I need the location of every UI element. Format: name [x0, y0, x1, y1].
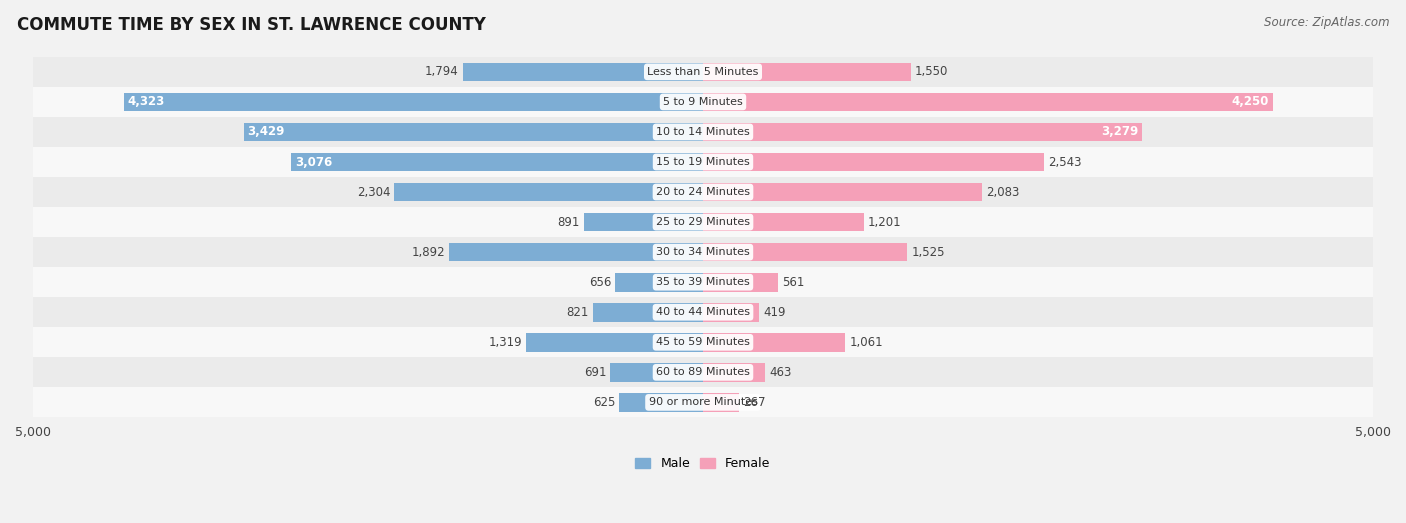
Bar	[703, 213, 863, 231]
Bar	[583, 213, 703, 231]
Text: 90 or more Minutes: 90 or more Minutes	[648, 397, 758, 407]
Bar	[703, 183, 983, 201]
Bar	[32, 207, 1374, 237]
Text: 10 to 14 Minutes: 10 to 14 Minutes	[657, 127, 749, 137]
Bar	[619, 393, 703, 412]
Bar	[124, 93, 703, 111]
Bar	[614, 273, 703, 291]
Text: 30 to 34 Minutes: 30 to 34 Minutes	[657, 247, 749, 257]
Bar	[703, 123, 1143, 141]
Text: 5 to 9 Minutes: 5 to 9 Minutes	[664, 97, 742, 107]
Text: 561: 561	[782, 276, 804, 289]
Bar	[703, 393, 738, 412]
Bar	[463, 63, 703, 81]
Text: 267: 267	[742, 396, 765, 409]
Text: 625: 625	[593, 396, 616, 409]
Text: 1,525: 1,525	[911, 246, 945, 259]
Text: Less than 5 Minutes: Less than 5 Minutes	[647, 67, 759, 77]
Text: 4,250: 4,250	[1232, 95, 1268, 108]
Bar	[593, 303, 703, 322]
Text: 25 to 29 Minutes: 25 to 29 Minutes	[657, 217, 749, 227]
Text: 1,794: 1,794	[425, 65, 458, 78]
Text: 40 to 44 Minutes: 40 to 44 Minutes	[657, 307, 749, 317]
Text: 20 to 24 Minutes: 20 to 24 Minutes	[657, 187, 749, 197]
Text: 656: 656	[589, 276, 612, 289]
Bar	[32, 177, 1374, 207]
Text: 3,429: 3,429	[247, 126, 285, 139]
Bar	[32, 57, 1374, 87]
Bar	[32, 388, 1374, 417]
Text: 2,083: 2,083	[986, 186, 1019, 199]
Text: 15 to 19 Minutes: 15 to 19 Minutes	[657, 157, 749, 167]
Text: 419: 419	[763, 306, 786, 319]
Bar	[32, 87, 1374, 117]
Bar	[32, 267, 1374, 297]
Bar	[526, 333, 703, 351]
Text: 821: 821	[567, 306, 589, 319]
Bar	[32, 147, 1374, 177]
Bar	[32, 327, 1374, 357]
Text: 891: 891	[557, 215, 579, 229]
Legend: Male, Female: Male, Female	[630, 452, 776, 475]
Bar	[394, 183, 703, 201]
Bar	[450, 243, 703, 262]
Bar	[703, 333, 845, 351]
Text: 3,279: 3,279	[1101, 126, 1139, 139]
Bar	[703, 63, 911, 81]
Bar	[703, 363, 765, 382]
Text: 3,076: 3,076	[295, 155, 332, 168]
Text: 1,061: 1,061	[849, 336, 883, 349]
Text: 2,304: 2,304	[357, 186, 391, 199]
Bar	[703, 153, 1043, 172]
Bar	[291, 153, 703, 172]
Text: 691: 691	[583, 366, 606, 379]
Text: 1,201: 1,201	[868, 215, 901, 229]
Text: 1,550: 1,550	[915, 65, 948, 78]
Text: 463: 463	[769, 366, 792, 379]
Text: 1,319: 1,319	[489, 336, 522, 349]
Bar	[703, 243, 907, 262]
Text: 45 to 59 Minutes: 45 to 59 Minutes	[657, 337, 749, 347]
Text: Source: ZipAtlas.com: Source: ZipAtlas.com	[1264, 16, 1389, 29]
Bar	[32, 237, 1374, 267]
Text: 4,323: 4,323	[128, 95, 165, 108]
Bar	[32, 357, 1374, 388]
Bar	[703, 273, 778, 291]
Text: 60 to 89 Minutes: 60 to 89 Minutes	[657, 367, 749, 377]
Bar	[703, 303, 759, 322]
Bar	[703, 93, 1272, 111]
Text: COMMUTE TIME BY SEX IN ST. LAWRENCE COUNTY: COMMUTE TIME BY SEX IN ST. LAWRENCE COUN…	[17, 16, 485, 33]
Bar	[32, 297, 1374, 327]
Bar	[610, 363, 703, 382]
Bar	[32, 117, 1374, 147]
Text: 2,543: 2,543	[1047, 155, 1081, 168]
Text: 35 to 39 Minutes: 35 to 39 Minutes	[657, 277, 749, 287]
Text: 1,892: 1,892	[412, 246, 446, 259]
Bar	[243, 123, 703, 141]
